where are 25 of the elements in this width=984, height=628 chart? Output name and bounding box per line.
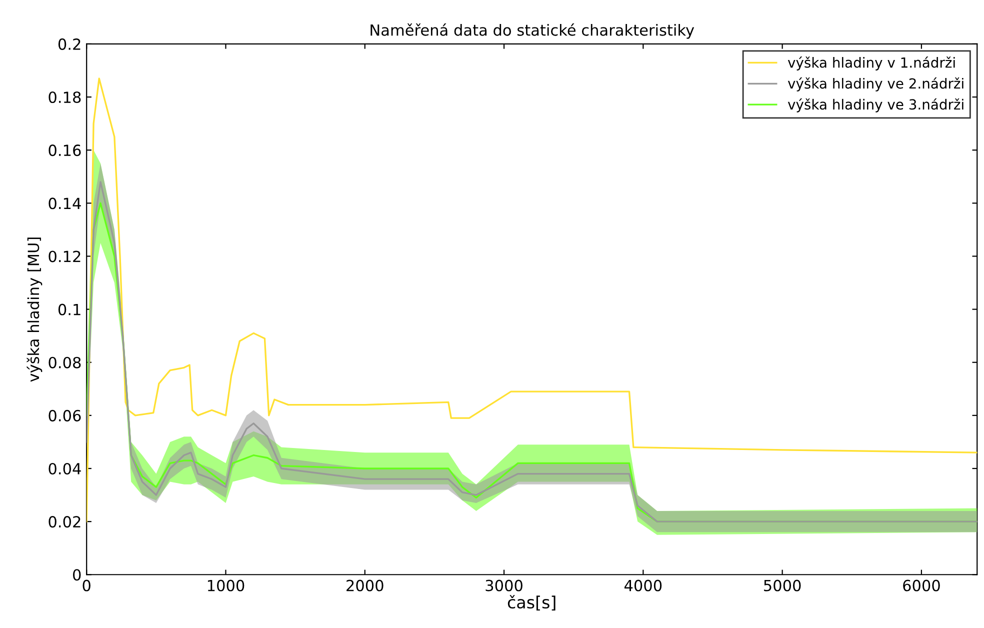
- y-tick-label: 0.14: [48, 198, 81, 210]
- y-tick-label: 0.2: [58, 38, 80, 50]
- x-tick-label: 5000: [764, 580, 801, 592]
- x-tick-label: 3000: [486, 580, 522, 592]
- y-tick-label: 0.02: [48, 516, 80, 528]
- y-tick-label: 0.16: [48, 144, 81, 156]
- legend-label: výška hladiny ve 3.nádrži: [788, 98, 964, 112]
- y-tick-label: 0.04: [48, 462, 81, 475]
- x-tick-label: 0: [82, 580, 90, 592]
- y-tick-label: 0.1: [58, 304, 80, 316]
- y-tick-label: 0.12: [48, 250, 80, 262]
- y-tick-label: 0: [73, 569, 81, 581]
- chart-title: Naměřená data do statické charakteristiky: [370, 23, 694, 39]
- x-axis-title: čas[s]: [508, 594, 556, 611]
- line-series: [86, 78, 978, 522]
- y-tick-label: 0.18: [48, 91, 81, 104]
- y-axis-title: výška hladiny [MU]: [26, 238, 42, 382]
- y-tick-label: 0.08: [48, 356, 81, 368]
- legend-label: výška hladiny v 1.nádrži: [788, 56, 955, 70]
- x-tick-label: 2000: [346, 580, 384, 592]
- x-tick-label: 4000: [624, 580, 662, 592]
- x-tick-label: 1000: [208, 580, 244, 592]
- y-tick-label: 0.06: [48, 410, 81, 422]
- x-tick-label: 6000: [903, 580, 940, 592]
- legend-label: výška hladiny ve 2.nádrži: [788, 77, 964, 92]
